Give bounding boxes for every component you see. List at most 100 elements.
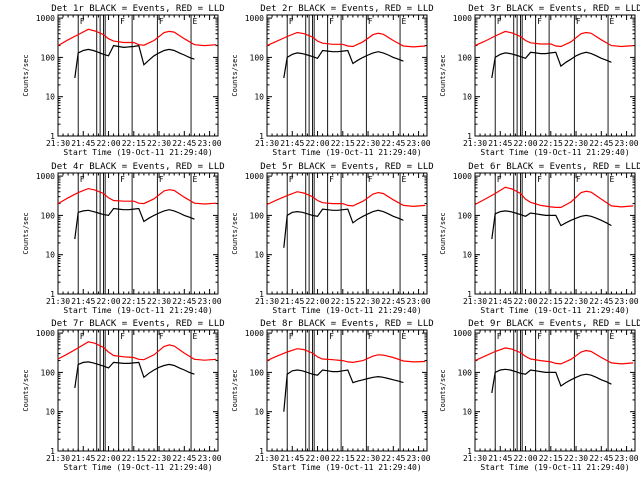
y-tick-label: 10 [462, 251, 472, 260]
x-tick-label: 21:45 [71, 454, 95, 463]
subplot-title: Det 1r BLACK = Events, RED = LLD [51, 4, 224, 14]
x-tick-label: 22:15 [331, 297, 355, 306]
y-tick-label: 1000 [36, 172, 55, 181]
x-tick-label: 22:45 [172, 297, 196, 306]
x-tick-label: 22:15 [331, 454, 355, 463]
x-tick-label: 21:45 [488, 139, 512, 148]
flag-label: E [402, 175, 407, 184]
y-tick-label: 1 [467, 132, 472, 141]
subplot-det-7: Det 7r BLACK = Events, RED = LLD 1 10 100 10… [22, 319, 225, 472]
plot-frame [266, 329, 428, 452]
flag-label: F [80, 332, 85, 341]
y-tick-label: 10 [254, 251, 264, 260]
x-tick-label: 22:45 [589, 139, 613, 148]
x-tick-label: 21:45 [280, 139, 304, 148]
subplot-det-2: Det 2r BLACK = Events, RED = LLD 1 10 100 10… [231, 4, 434, 157]
x-tick-label: 22:45 [172, 139, 196, 148]
y-tick-label: 1000 [245, 172, 264, 181]
y-tick-label: 1 [50, 132, 55, 141]
x-tick-label: 21:30 [255, 139, 279, 148]
flag-label: E [610, 332, 615, 341]
x-tick-label: 22:00 [96, 297, 120, 306]
plot-frame [474, 329, 636, 452]
subplot-title: Det 3r BLACK = Events, RED = LLD [468, 4, 640, 14]
y-tick-label: 1000 [453, 14, 472, 23]
y-axis-label: Counts/sec [439, 369, 447, 411]
x-axis-label: Start Time (19-Oct-11 21:29:40) [272, 306, 421, 315]
y-tick-label: 10 [254, 93, 264, 102]
x-tick-label: 23:00 [615, 297, 639, 306]
events-rate-line [74, 207, 195, 240]
subplot-det-8: Det 8r BLACK = Events, RED = LLD 1 10 100 10… [231, 319, 434, 472]
y-tick-label: 10 [462, 408, 472, 417]
x-tick-label: 21:30 [255, 297, 279, 306]
y-tick-label: 1 [259, 447, 264, 456]
flag-label: F [368, 332, 373, 341]
lld-rate-line [266, 31, 426, 48]
flag-label: F [576, 332, 581, 341]
y-axis-label: Counts/sec [22, 54, 30, 96]
subplot-det-5: Det 5r BLACK = Events, RED = LLD 1 10 100 10… [231, 162, 434, 315]
subplot-title: Det 4r BLACK = Events, RED = LLD [51, 162, 224, 172]
lld-rate-line [57, 187, 217, 205]
flag-label: F [120, 17, 125, 26]
lld-rate-line [474, 347, 634, 365]
x-tick-label: 21:30 [255, 454, 279, 463]
flag-label: F [120, 332, 125, 341]
subplot-title: Det 5r BLACK = Events, RED = LLD [260, 162, 433, 172]
y-tick-label: 1 [467, 447, 472, 456]
plot-frame [57, 14, 219, 137]
subplot-det-1: Det 1r BLACK = Events, RED = LLD 1 10 100 10… [22, 4, 225, 157]
flag-label: F [329, 175, 334, 184]
y-tick-label: 10 [45, 408, 55, 417]
plot-frame [474, 172, 636, 295]
y-tick-label: 100 [250, 211, 265, 220]
x-tick-label: 21:30 [463, 139, 487, 148]
x-axis-label: Start Time (19-Oct-11 21:29:40) [63, 463, 212, 472]
x-tick-label: 22:45 [172, 454, 196, 463]
x-tick-label: 22:00 [513, 297, 537, 306]
x-tick-label: 22:00 [513, 454, 537, 463]
subplot-title: Det 8r BLACK = Events, RED = LLD [260, 319, 433, 329]
x-tick-label: 22:30 [147, 139, 171, 148]
x-tick-label: 22:30 [147, 297, 171, 306]
plot-frame [57, 172, 219, 295]
flag-label: F [159, 332, 164, 341]
x-tick-label: 22:15 [539, 454, 563, 463]
x-tick-label: 23:00 [198, 454, 222, 463]
x-tick-label: 21:45 [488, 297, 512, 306]
y-tick-label: 10 [45, 251, 55, 260]
x-tick-label: 23:00 [407, 139, 431, 148]
y-tick-label: 10 [462, 93, 472, 102]
flag-label: E [402, 17, 407, 26]
x-tick-label: 22:15 [122, 454, 146, 463]
subplot-title: Det 9r BLACK = Events, RED = LLD [468, 319, 640, 329]
events-rate-line [491, 368, 612, 394]
flag-label: F [289, 17, 294, 26]
x-tick-label: 23:00 [407, 297, 431, 306]
x-axis-label: Start Time (19-Oct-11 21:29:40) [480, 306, 629, 315]
y-tick-label: 1000 [453, 329, 472, 338]
x-tick-label: 22:15 [122, 139, 146, 148]
flag-label: E [193, 17, 198, 26]
flag-label: F [537, 17, 542, 26]
x-axis-label: Start Time (19-Oct-11 21:29:40) [480, 148, 629, 157]
flag-label: E [193, 175, 198, 184]
y-tick-label: 100 [41, 368, 56, 377]
subplot-title: Det 2r BLACK = Events, RED = LLD [260, 4, 433, 14]
y-axis-label: Counts/sec [231, 54, 239, 96]
x-tick-label: 22:45 [381, 454, 405, 463]
x-tick-label: 21:30 [46, 139, 70, 148]
flag-label: F [576, 175, 581, 184]
events-rate-line [283, 369, 404, 412]
flag-label: F [537, 332, 542, 341]
y-tick-label: 10 [45, 93, 55, 102]
flag-label: E [610, 175, 615, 184]
y-axis-label: Counts/sec [439, 54, 447, 96]
x-axis-label: Start Time (19-Oct-11 21:29:40) [63, 306, 212, 315]
x-tick-label: 21:30 [46, 297, 70, 306]
y-axis-label: Counts/sec [231, 212, 239, 254]
x-axis-label: Start Time (19-Oct-11 21:29:40) [272, 148, 421, 157]
